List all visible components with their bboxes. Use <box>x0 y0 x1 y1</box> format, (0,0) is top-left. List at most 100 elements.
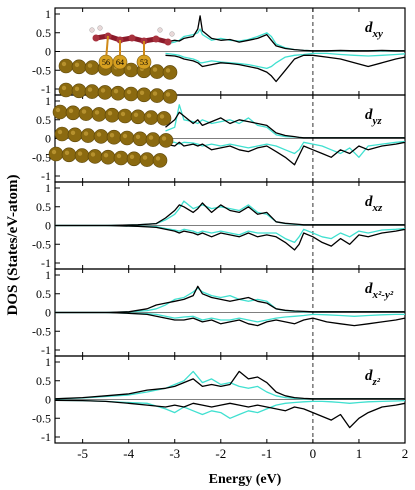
orbital-subscript: z² <box>372 376 381 388</box>
labeled-gold-atom <box>112 54 128 70</box>
gold-atom <box>152 153 168 168</box>
gold-atom <box>104 107 120 123</box>
gold-atom <box>162 65 178 80</box>
y-tick-label: 0.5 <box>36 26 51 40</box>
dos-panel-5: 1 0.5 0 -0.5 -1 dz² <box>32 355 406 444</box>
dos-series-black-spin-up <box>55 202 405 227</box>
y-tick-label: -1 <box>41 256 51 270</box>
gold-atom-highlight <box>90 152 96 157</box>
x-tick-label: -3 <box>169 446 180 461</box>
gold-atom-highlight <box>64 150 70 155</box>
gold-atom <box>139 152 155 167</box>
dos-series-cyan-spin-down <box>55 311 405 323</box>
y-tick-label: -1 <box>41 169 51 183</box>
gold-atom-highlight <box>113 89 119 94</box>
orbital-subscript: yz <box>371 115 383 127</box>
gold-atom <box>58 58 74 74</box>
gold-atom <box>132 131 148 147</box>
x-tick-label: 2 <box>402 446 409 461</box>
gold-atom-highlight <box>165 92 171 97</box>
gold-atom-highlight <box>126 89 132 95</box>
molecule-atom <box>128 34 136 42</box>
gold-atom-highlight <box>55 107 61 113</box>
x-axis: -5 -4 -3 -2 -1 0 1 2 <box>77 446 408 461</box>
y-tick-label: 0 <box>45 306 51 320</box>
gold-atom-highlight <box>109 133 115 138</box>
gold-atom <box>48 146 64 162</box>
gold-atom-highlight <box>152 91 158 96</box>
gold-atom <box>97 85 113 100</box>
x-tick-label: -2 <box>215 446 226 461</box>
gold-atom-highlight <box>51 149 57 155</box>
dos-panel-3: 1 0.5 0 -0.5 -1 dxz <box>32 181 406 270</box>
gold-atom <box>162 89 178 104</box>
x-tick-label: -4 <box>123 446 134 461</box>
molecule-atom <box>92 34 100 42</box>
orbital-subscript: x²-y² <box>372 289 394 301</box>
gold-atom <box>61 147 77 163</box>
y-tick-label: 1 <box>45 181 51 195</box>
gold-atom <box>126 151 142 167</box>
y-tick-label: -0.5 <box>32 63 51 77</box>
gold-atom <box>58 82 74 98</box>
gold-atom-highlight <box>126 65 132 71</box>
gold-atom <box>91 107 107 122</box>
dos-series-cyan-spin-down <box>54 399 406 419</box>
gold-atom-highlight <box>61 61 67 67</box>
gold-atom <box>136 87 152 103</box>
atom-index-label: 64 <box>116 58 124 67</box>
y-tick-label: -0.5 <box>32 150 51 164</box>
orbital-label: dx²-y² <box>365 281 394 301</box>
gold-atom-highlight <box>135 134 141 139</box>
orbital-label: dyz <box>365 107 382 127</box>
gold-atom <box>74 148 90 163</box>
dos-series-black-spin-up <box>54 370 405 400</box>
dos-series-cyan-spin-down <box>165 52 406 70</box>
gold-atom <box>84 84 100 99</box>
y-tick-label: 0 <box>45 132 51 146</box>
y-tick-label: -1 <box>41 430 51 444</box>
y-axis-label: DOS (States/eV-atom) <box>5 175 21 316</box>
y-tick-label: -1 <box>41 343 51 357</box>
x-tick-label: 1 <box>356 446 363 461</box>
gold-atom-highlight <box>122 133 128 139</box>
gold-atom-highlight <box>148 135 154 140</box>
orbital-subscript: xz <box>372 202 384 214</box>
hydrogen-atom <box>97 25 103 31</box>
gold-atom <box>54 126 70 142</box>
gold-atom-highlight <box>103 153 109 158</box>
gold-atom-highlight <box>57 129 63 135</box>
x-axis-label: Energy (eV) <box>209 472 282 487</box>
gold-atom-highlight <box>87 87 93 92</box>
hydrogen-atom <box>89 27 95 33</box>
dos-series-black-spin-down <box>54 399 406 429</box>
dos-series-black-spin-down <box>165 54 406 83</box>
dos-panel-4: 1 0.5 0 -0.5 -1 dx²-y² <box>32 268 406 357</box>
molecule-atom <box>164 38 172 46</box>
gold-atom <box>149 88 165 103</box>
gold-atom <box>113 150 129 166</box>
gold-atom-highlight <box>139 90 145 96</box>
y-tick-label: 1 <box>45 355 51 369</box>
gold-atom-highlight <box>70 130 76 135</box>
x-tick-label: -5 <box>77 446 88 461</box>
gold-atom <box>119 130 135 146</box>
gold-atom-highlight <box>81 109 87 114</box>
dos-series-black-spin-down <box>55 224 406 251</box>
molecule-atom <box>152 35 160 43</box>
structure-inset: 56 64 53 <box>48 25 178 168</box>
gold-atom-highlight <box>161 136 167 141</box>
gold-atom <box>84 60 100 75</box>
orbital-label: dxz <box>365 194 383 214</box>
gold-atom <box>123 86 139 102</box>
dos-series-black-spin-down <box>55 311 406 327</box>
gold-atom-highlight <box>83 131 89 136</box>
y-tick-label: 0.5 <box>36 374 51 388</box>
y-tick-label: -0.5 <box>32 237 51 251</box>
x-tick-label: 0 <box>310 446 317 461</box>
gold-atom <box>87 149 103 164</box>
gold-atom-highlight <box>120 111 126 117</box>
gold-atom <box>145 132 161 147</box>
gold-atom-highlight <box>68 108 74 114</box>
